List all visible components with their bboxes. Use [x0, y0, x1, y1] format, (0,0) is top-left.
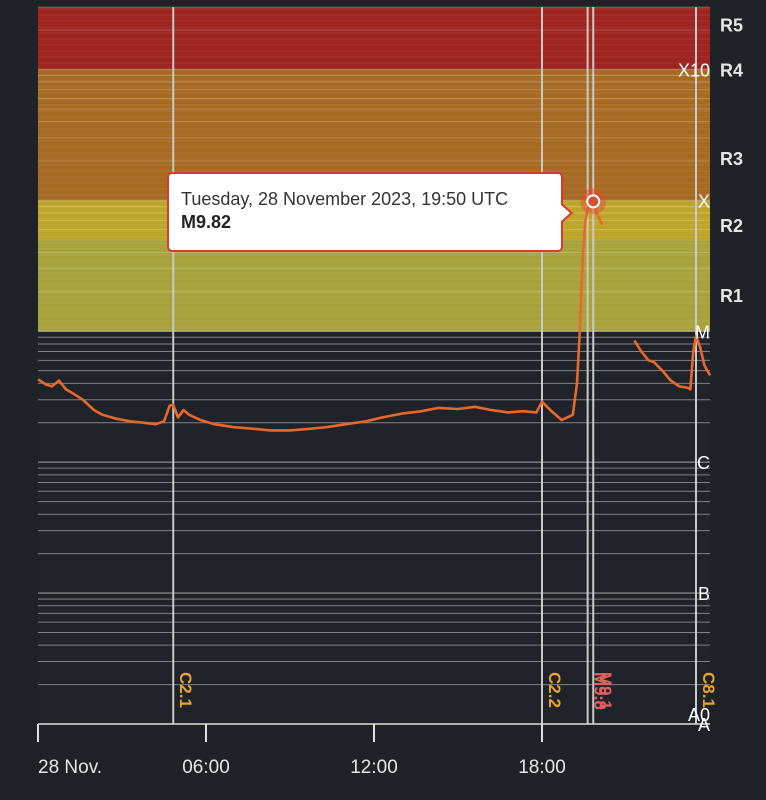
r-scale-label: R1 [720, 286, 743, 306]
tooltip-value: M9.82 [181, 212, 232, 232]
flare-marker-label: M9.1 [596, 672, 615, 710]
flare-class-label: X10 [678, 60, 710, 80]
class-band [38, 7, 710, 70]
r-scale-label: R2 [720, 216, 743, 236]
highlight-point [586, 194, 601, 209]
r-scale-label: R3 [720, 149, 743, 169]
flare-marker-label: C8.1 [699, 672, 718, 708]
flare-marker-label: C2.2 [545, 672, 564, 708]
x-tick-label: 18:00 [518, 757, 566, 778]
axis-bottom-label: A0 [688, 705, 710, 725]
tooltip: Tuesday, 28 November 2023, 19:50 UTC M9.… [167, 172, 573, 252]
flux-series [37, 188, 712, 432]
x-axis: 28 Nov. 06:00 12:00 18:00 [37, 723, 710, 778]
flare-markers: C2.1 C2.2 M9.8M9.1 C8.1 [172, 7, 718, 724]
class-band [38, 239, 710, 332]
flare-class-bands [38, 7, 710, 724]
flux-line [633, 334, 712, 391]
r-scale-label: R5 [720, 16, 743, 36]
r-scale-label: R4 [720, 60, 743, 80]
flare-class-label: M [695, 322, 710, 342]
x-tick-label: 28 Nov. [38, 757, 102, 778]
x-tick-label: 06:00 [182, 757, 230, 778]
grid-lines [38, 6, 710, 725]
flare-class-label: B [698, 584, 710, 604]
tooltip-date: Tuesday, 28 November 2023, 19:50 UTC [181, 189, 509, 209]
flare-marker-label: C2.1 [176, 672, 195, 708]
flare-class-label: A [698, 715, 710, 735]
flare-marker-label: M9.8 [591, 672, 610, 710]
x-tick-label: 12:00 [350, 757, 398, 778]
class-labels: A B C M X X10 A0 R1 R2 R3 R4 R5 [678, 16, 743, 735]
flare-class-label: C [697, 453, 710, 473]
flux-line [37, 200, 604, 432]
flare-class-label: X [698, 191, 710, 211]
